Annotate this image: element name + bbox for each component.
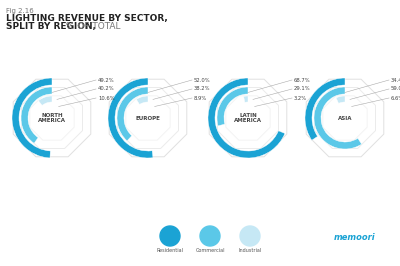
Wedge shape bbox=[208, 78, 285, 158]
Text: Residential: Residential bbox=[156, 248, 184, 253]
Polygon shape bbox=[118, 88, 178, 148]
Text: SPLIT BY REGION,: SPLIT BY REGION, bbox=[6, 22, 96, 31]
Text: 6.6%: 6.6% bbox=[391, 95, 400, 101]
Polygon shape bbox=[13, 79, 91, 157]
Wedge shape bbox=[336, 96, 345, 103]
Polygon shape bbox=[30, 96, 74, 140]
Text: 59.0%: 59.0% bbox=[391, 86, 400, 92]
Text: 29.1%: 29.1% bbox=[294, 86, 311, 92]
Text: Fig 2.16: Fig 2.16 bbox=[6, 8, 34, 14]
Text: 68.7%: 68.7% bbox=[294, 77, 311, 82]
Wedge shape bbox=[244, 96, 248, 102]
Wedge shape bbox=[305, 78, 345, 140]
Text: EUROPE: EUROPE bbox=[136, 115, 160, 120]
Text: 34.4%: 34.4% bbox=[391, 77, 400, 82]
Text: 3.2%: 3.2% bbox=[294, 95, 307, 101]
Polygon shape bbox=[126, 96, 170, 140]
Text: % OF TOTAL: % OF TOTAL bbox=[63, 22, 120, 31]
Text: 8.9%: 8.9% bbox=[194, 95, 207, 101]
Text: ASIA: ASIA bbox=[338, 115, 352, 120]
Text: 40.2%: 40.2% bbox=[98, 86, 115, 92]
Polygon shape bbox=[218, 88, 278, 148]
Wedge shape bbox=[314, 87, 362, 149]
Text: 10.6%: 10.6% bbox=[98, 95, 115, 101]
Circle shape bbox=[160, 226, 180, 246]
Wedge shape bbox=[117, 87, 148, 141]
Polygon shape bbox=[314, 88, 376, 148]
Circle shape bbox=[200, 226, 220, 246]
Text: memoori: memoori bbox=[333, 234, 375, 243]
Text: NORTH
AMERICA: NORTH AMERICA bbox=[38, 113, 66, 123]
Wedge shape bbox=[12, 78, 52, 158]
Text: 38.2%: 38.2% bbox=[194, 86, 210, 92]
Text: LATIN
AMERICA: LATIN AMERICA bbox=[234, 113, 262, 123]
Text: 52.0%: 52.0% bbox=[194, 77, 211, 82]
Wedge shape bbox=[108, 78, 153, 158]
Wedge shape bbox=[38, 96, 52, 105]
Text: Industrial: Industrial bbox=[238, 248, 262, 253]
Circle shape bbox=[240, 226, 260, 246]
Polygon shape bbox=[306, 79, 384, 157]
Text: LIGHTING REVENUE BY SECTOR,: LIGHTING REVENUE BY SECTOR, bbox=[6, 14, 168, 23]
Wedge shape bbox=[136, 96, 148, 105]
Text: 49.2%: 49.2% bbox=[98, 77, 115, 82]
Polygon shape bbox=[209, 79, 287, 157]
Wedge shape bbox=[21, 87, 52, 143]
Polygon shape bbox=[109, 79, 187, 157]
Polygon shape bbox=[323, 96, 367, 140]
Text: Commercial: Commercial bbox=[195, 248, 225, 253]
Wedge shape bbox=[217, 87, 248, 126]
Polygon shape bbox=[226, 96, 270, 140]
Polygon shape bbox=[22, 88, 82, 148]
